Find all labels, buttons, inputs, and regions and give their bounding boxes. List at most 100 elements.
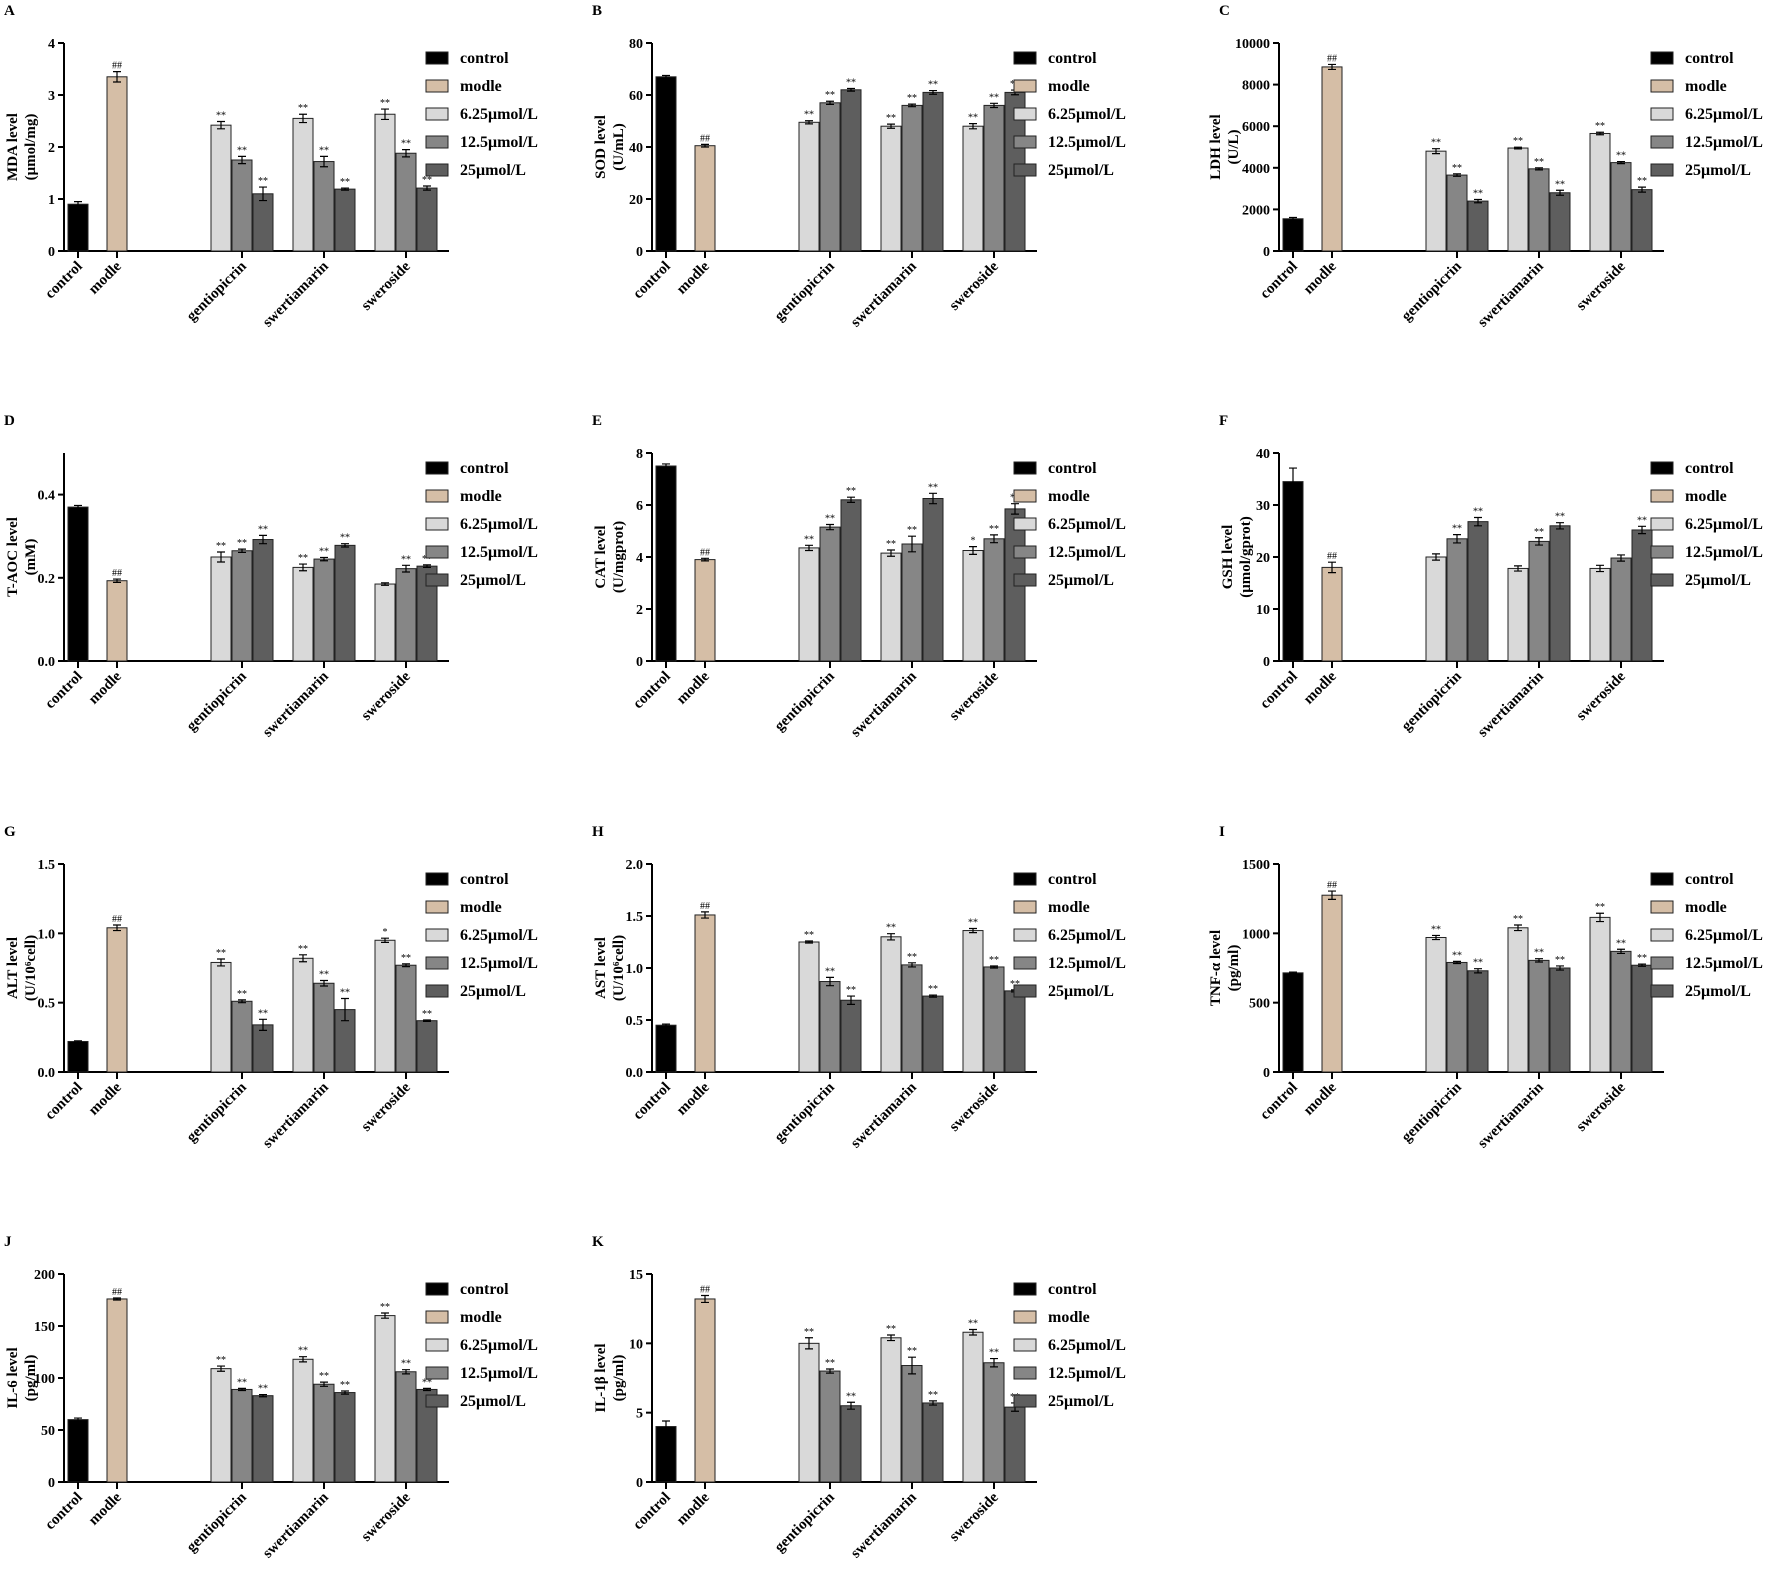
bar (106, 1298, 128, 1483)
bar (840, 999, 862, 1073)
error-bar (887, 123, 895, 129)
significance-mark: ** (340, 177, 350, 188)
bar (416, 1020, 438, 1073)
y-tick-label: 0.2 (38, 572, 56, 587)
y-tick-label: 0.0 (38, 1066, 56, 1081)
x-tick-label: modle (674, 1079, 713, 1118)
legend-swatch (1013, 956, 1037, 970)
y-tick-label: 1500 (1242, 858, 1270, 873)
legend-swatch (1013, 1310, 1037, 1324)
bar (334, 544, 356, 662)
bar (1467, 200, 1489, 252)
legend-swatch (1650, 928, 1674, 942)
y-tick-label: 4 (636, 551, 643, 566)
legend-swatch (425, 545, 449, 559)
bar (106, 580, 128, 662)
error-bar (662, 463, 670, 469)
y-tick-label: 0 (636, 655, 643, 670)
legend-swatch (1013, 107, 1037, 121)
y-axis-label: IL-1β level (pg/ml) (593, 1343, 627, 1412)
significance-mark: ** (340, 988, 350, 999)
significance-mark: ** (216, 541, 226, 552)
x-tick-label: swertiamarin (848, 258, 920, 330)
y-tick-label: 0 (48, 245, 55, 260)
legend-swatch (1650, 489, 1674, 503)
legend-swatch (1650, 163, 1674, 177)
legend-label: 12.5μmol/L (1685, 544, 1763, 561)
significance-mark: ** (1431, 924, 1441, 935)
significance-mark: ** (319, 145, 329, 156)
bar (395, 1371, 417, 1483)
error-bar (908, 962, 916, 968)
legend-label: 25μmol/L (1685, 983, 1751, 1000)
panel-J: J 0 50 100 150 200 IL-6 level (pg/ml) ## ** ** ** **… (4, 1234, 538, 1562)
panel-letter: D (4, 413, 15, 429)
bar (1507, 147, 1529, 252)
y-axis-label-line: (pg/ml) (611, 1355, 627, 1402)
significance-mark: ** (1534, 948, 1544, 959)
legend-swatch (1013, 51, 1037, 65)
error-bar (847, 1401, 855, 1410)
error-bar (969, 546, 977, 555)
error-bar (1453, 173, 1461, 177)
error-bar (1638, 186, 1646, 193)
legend-swatch (425, 461, 449, 475)
bar (962, 125, 984, 252)
error-bar (423, 1387, 431, 1392)
significance-mark: ** (1431, 138, 1441, 149)
error-bar (990, 965, 998, 969)
error-bar (805, 544, 813, 552)
significance-mark: ** (1534, 157, 1544, 168)
legend-label: 6.25μmol/L (460, 1337, 538, 1354)
x-tick-label: gentiopicrin (184, 1079, 251, 1146)
y-axis-label-line: (U/mgprot) (611, 521, 627, 593)
legend-swatch (1650, 900, 1674, 914)
legend-label: modle (1685, 899, 1727, 916)
panel-letter: F (1219, 413, 1228, 429)
significance-mark: ** (216, 1355, 226, 1366)
error-bar (1514, 565, 1522, 572)
y-axis-label: IL-6 level (pg/ml) (5, 1347, 39, 1408)
significance-mark: ** (1616, 151, 1626, 162)
x-tick-label: control (630, 259, 674, 303)
y-axis-label: TNF-α level (pg/ml) (1208, 930, 1242, 1006)
significance-mark: ** (804, 110, 814, 121)
bar (1589, 132, 1611, 252)
legend-label: 12.5μmol/L (1048, 955, 1126, 972)
legend-swatch (1650, 573, 1674, 587)
significance-mark: ** (298, 553, 308, 564)
bar (880, 936, 902, 1073)
bar (694, 559, 716, 662)
bar (231, 550, 253, 662)
y-tick-label: 6000 (1242, 120, 1270, 135)
bar (1321, 66, 1343, 252)
error-bar (1432, 553, 1440, 561)
y-axis-label-line: (U/10⁶cell) (611, 935, 627, 1001)
y-axis-label-line: (pg/ml) (23, 1355, 39, 1402)
significance-mark: ** (422, 554, 432, 565)
significance-mark: ** (846, 985, 856, 996)
bar (962, 550, 984, 662)
bar (922, 1402, 944, 1483)
error-bar (423, 564, 431, 568)
x-tick-label: sweroside (1574, 668, 1630, 724)
y-tick-label: 150 (34, 1320, 55, 1335)
x-tick-label: control (1257, 1080, 1301, 1124)
y-tick-label: 20 (629, 193, 643, 208)
panel-letter: C (1219, 3, 1230, 19)
legend-swatch (1013, 545, 1037, 559)
error-bar (341, 997, 349, 1022)
y-tick-label: 0.0 (38, 655, 56, 670)
legend-swatch (425, 1394, 449, 1408)
error-bar (1289, 971, 1297, 975)
x-tick-label: sweroside (947, 258, 1003, 314)
bar (1004, 990, 1026, 1073)
significance-mark: ** (237, 989, 247, 1000)
legend-swatch (1013, 517, 1037, 531)
legend-swatch (425, 1338, 449, 1352)
bar (962, 1331, 984, 1483)
error-bar (217, 958, 225, 967)
significance-mark: * (971, 536, 976, 547)
